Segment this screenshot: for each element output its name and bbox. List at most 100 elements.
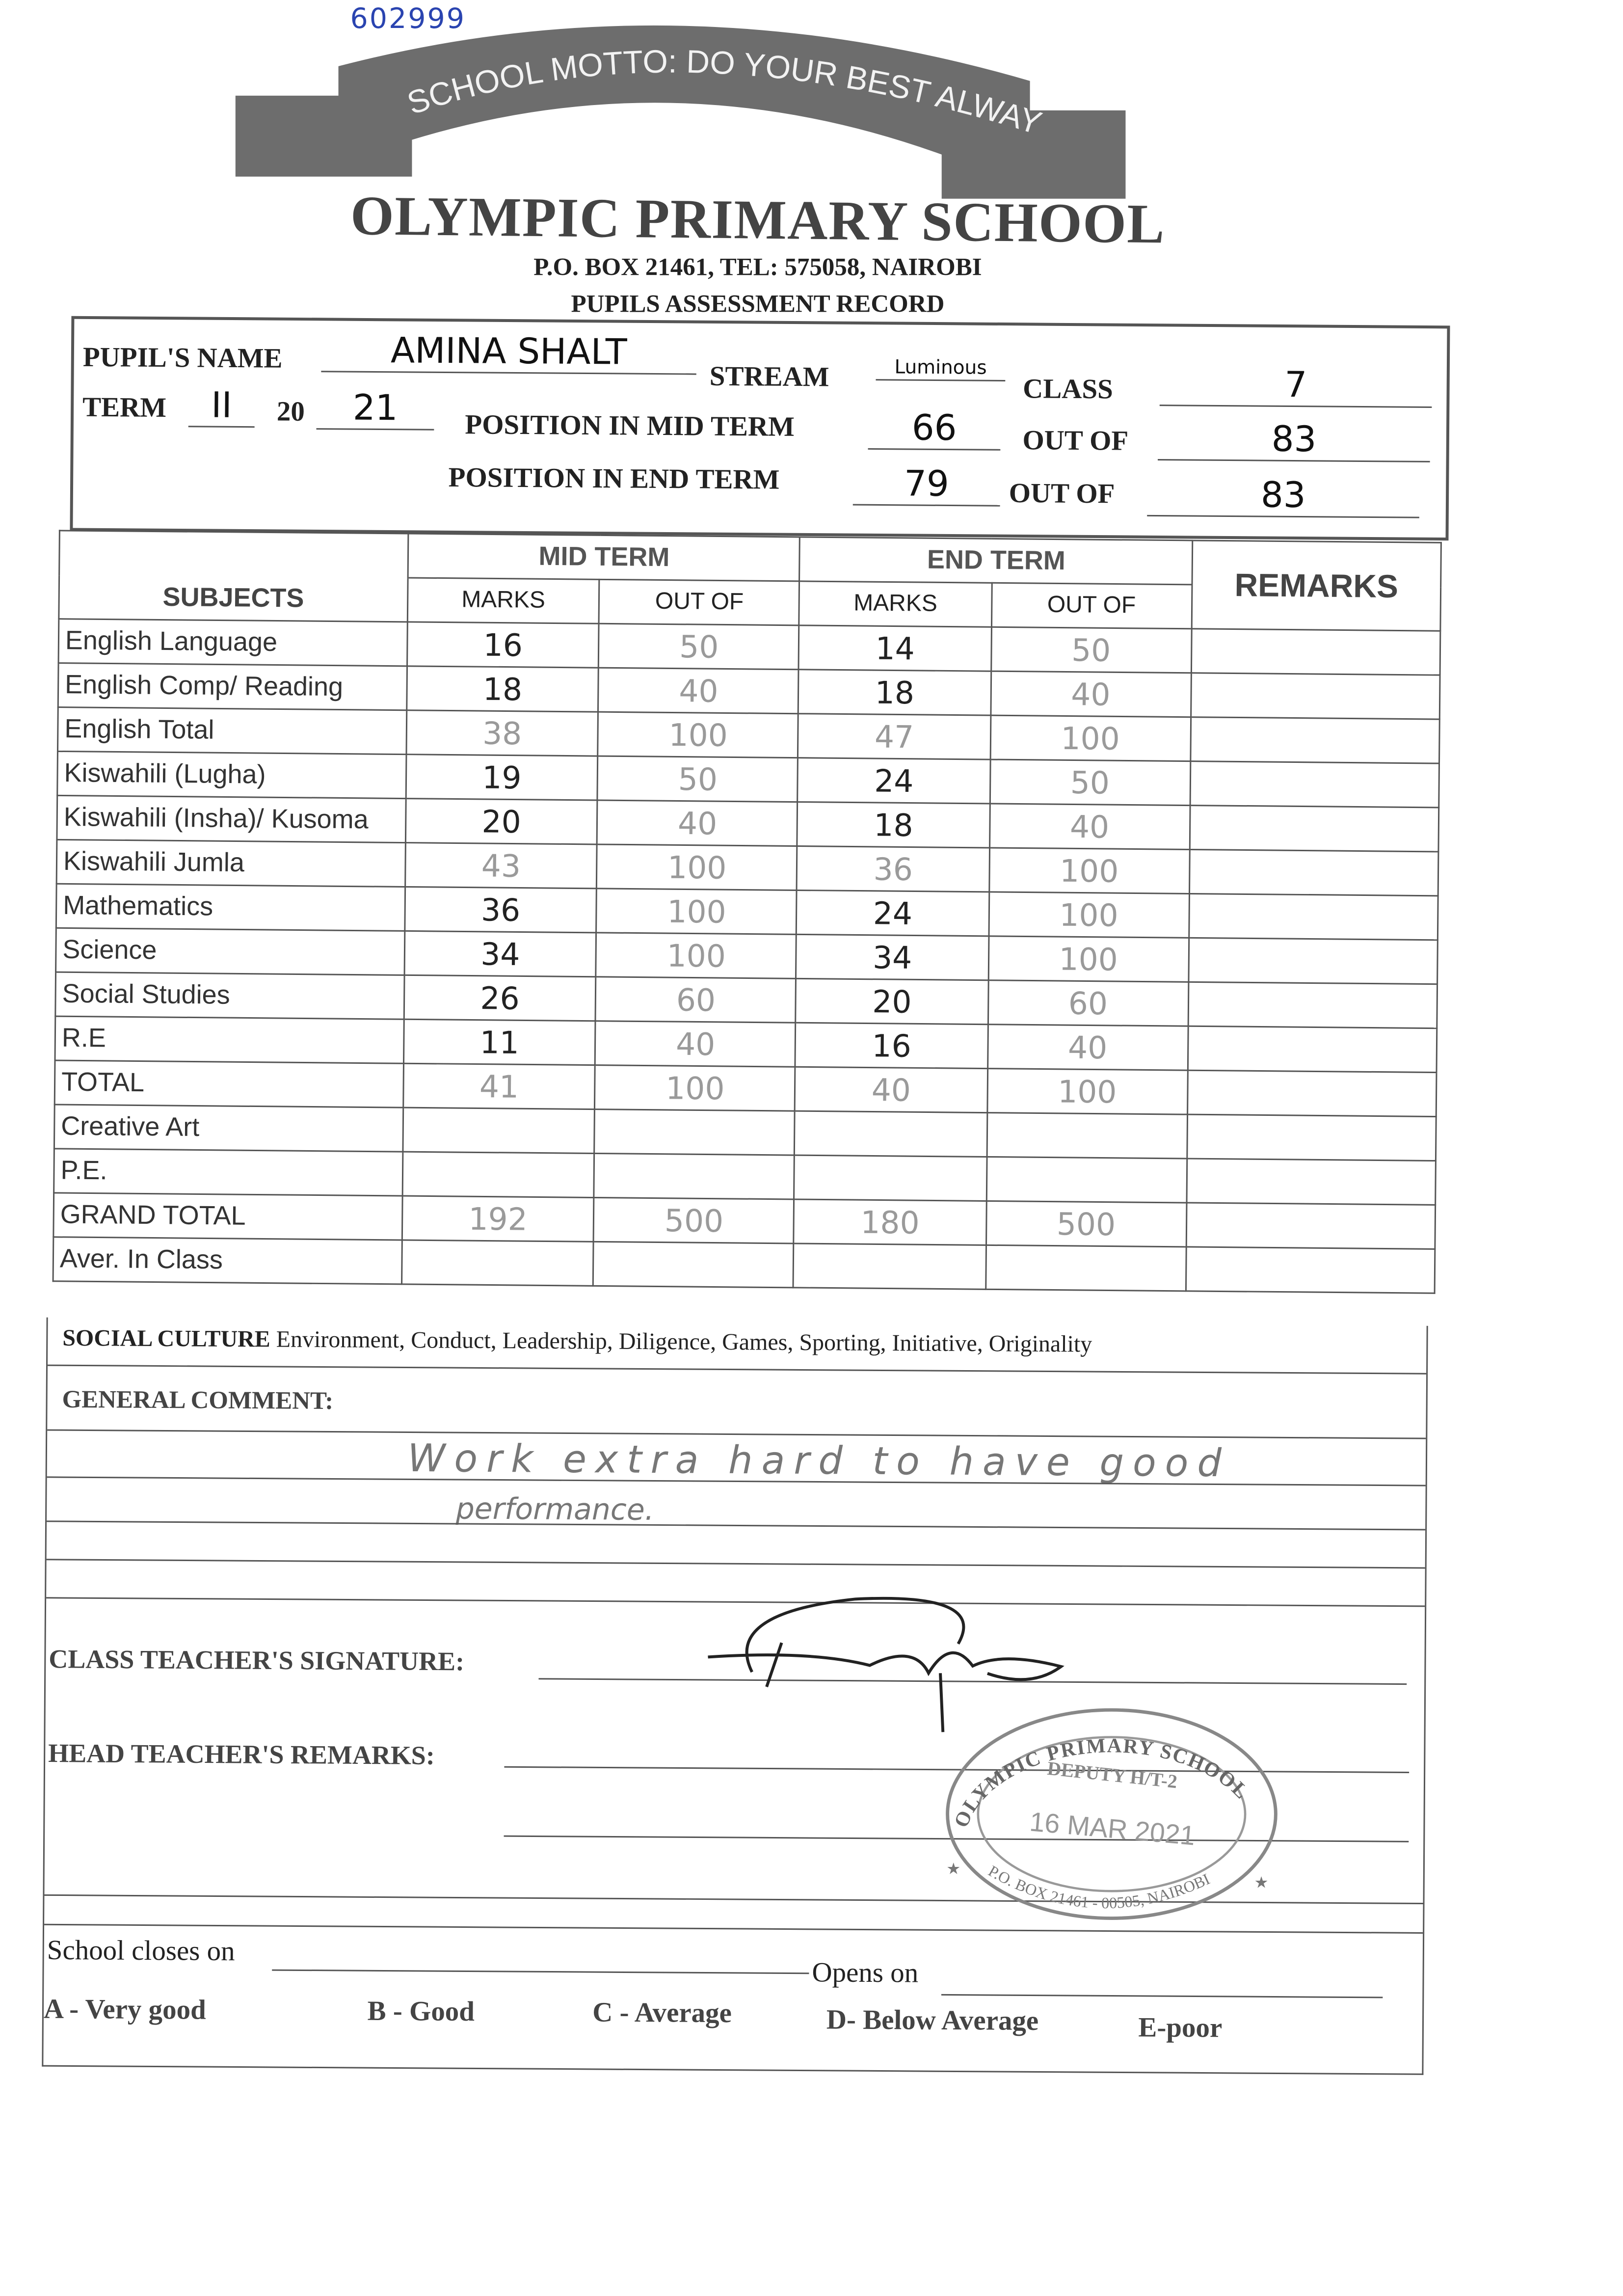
remarks-cell (1191, 628, 1440, 675)
year-suffix: 21 (316, 387, 434, 431)
class-label: CLASS (1022, 374, 1114, 406)
class-value: 7 (1159, 363, 1432, 408)
subject-cell: English Language (58, 619, 408, 666)
remarks-header: REMARKS (1192, 540, 1441, 631)
mid-outof-header: OUT OF (599, 579, 800, 625)
mid-outof-cell: 60 (595, 976, 797, 1023)
subject-cell: Science (55, 928, 405, 975)
end-marks-cell: 47 (798, 713, 990, 760)
end-marks-cell: 40 (795, 1067, 987, 1113)
end-marks-cell: 180 (794, 1199, 986, 1245)
mid-marks-cell: 36 (404, 887, 597, 933)
end-position-label: POSITION IN END TERM (448, 462, 780, 496)
end-marks-cell: 36 (797, 846, 989, 892)
subject-cell: TOTAL (54, 1060, 404, 1108)
head-teacher-remarks-label: HEAD TEACHER'S REMARKS: (48, 1738, 435, 1770)
social-culture-label: SOCIAL CULTURE (62, 1326, 270, 1353)
mid-out-of-value: 83 (1157, 418, 1431, 462)
mid-outof-cell: 40 (595, 1021, 797, 1067)
grade-a: A - Very good (43, 1994, 206, 2026)
pupil-name-value: AMINA SHALT (321, 329, 697, 375)
end-outof-cell: 100 (988, 847, 1190, 894)
mid-outof-cell: 50 (597, 756, 798, 802)
mid-marks-cell (402, 1152, 594, 1198)
end-term-header: END TERM (800, 537, 1193, 585)
end-marks-cell: 24 (798, 757, 990, 804)
mid-outof-cell: 100 (595, 932, 797, 979)
remarks-cell (1190, 717, 1440, 764)
mid-marks-header: MARKS (407, 577, 599, 624)
opens-on-label: Opens on (812, 1958, 919, 1990)
school-name: OLYMPIC PRIMARY SCHOOL (350, 186, 1166, 256)
mid-marks-cell: 43 (405, 842, 597, 889)
mid-marks-cell: 19 (406, 754, 598, 801)
mid-term-header: MID TERM (408, 533, 800, 581)
school-address: P.O. BOX 21461, TEL: 575058, NAIROBI (533, 253, 982, 281)
remarks-cell (1187, 1114, 1437, 1161)
end-marks-cell: 24 (797, 890, 989, 936)
subject-cell: Creative Art (54, 1104, 403, 1152)
end-outof-cell: 50 (989, 759, 1191, 806)
pupil-info-box: PUPIL'S NAME AMINA SHALT STREAM Luminous… (70, 316, 1450, 541)
end-marks-cell: 18 (798, 669, 991, 716)
end-position-value: 79 (852, 462, 1001, 507)
social-culture-row: SOCIAL CULTURE Environment, Conduct, Lea… (62, 1326, 1092, 1359)
mid-marks-cell: 20 (405, 798, 598, 844)
end-marks-header: MARKS (799, 581, 991, 627)
subject-cell: English Comp/ Reading (58, 663, 407, 710)
record-title: PUPILS ASSESSMENT RECORD (571, 290, 945, 318)
mid-outof-cell: 50 (598, 623, 800, 670)
end-marks-cell (795, 1155, 986, 1201)
remarks-cell (1191, 673, 1440, 720)
remarks-cell (1189, 849, 1438, 896)
mid-outof-cell: 500 (593, 1197, 795, 1243)
grade-d: D- Below Average (826, 2005, 1039, 2038)
class-teacher-signature-label: CLASS TEACHER'S SIGNATURE: (49, 1644, 465, 1676)
end-outof-cell: 100 (989, 715, 1191, 761)
end-outof-cell: 500 (985, 1201, 1187, 1247)
subject-cell: Aver. In Class (53, 1237, 402, 1284)
grade-e: E-poor (1138, 2013, 1223, 2045)
remarks-cell (1188, 938, 1438, 984)
mid-marks-cell: 41 (403, 1063, 595, 1109)
mid-marks-cell: 38 (406, 710, 598, 756)
stamp-date: 16 MAR 2021 (1028, 1806, 1196, 1851)
remarks-cell (1190, 761, 1439, 808)
remarks-cell (1189, 893, 1438, 940)
comments-section: SOCIAL CULTURE Environment, Conduct, Lea… (42, 1317, 1428, 2075)
grade-b: B - Good (367, 1996, 475, 2028)
end-outof-cell: 50 (990, 627, 1192, 673)
mid-marks-cell: 192 (402, 1196, 594, 1242)
subject-cell: GRAND TOTAL (53, 1192, 403, 1240)
end-outof-cell (985, 1157, 1187, 1203)
subject-cell: Kiswahili (Lugha) (57, 751, 406, 799)
end-outof-cell: 100 (986, 1068, 1188, 1115)
class-teacher-signature (708, 1596, 1064, 1732)
subject-cell: Kiswahili Jumla (56, 839, 406, 887)
end-outof-header: OUT OF (991, 583, 1192, 629)
subject-cell: Social Studies (55, 972, 405, 1020)
end-outof-cell: 40 (987, 1024, 1189, 1071)
mid-outof-cell: 100 (594, 1065, 796, 1111)
mid-marks-cell: 34 (404, 931, 596, 977)
remarks-cell (1188, 982, 1437, 1028)
end-outof-cell (986, 1112, 1188, 1159)
stream-value: Luminous (876, 357, 1006, 381)
school-stamp: OLYMPIC PRIMARY SCHOOL P.O. BOX 21461 - … (946, 1708, 1277, 1920)
general-comment-label: GENERAL COMMENT: (62, 1385, 334, 1415)
end-outof-cell: 60 (987, 980, 1189, 1026)
mid-outof-cell (593, 1153, 795, 1200)
reference-number: 602999 (350, 2, 466, 35)
motto-banner: SCHOOL MOTTO: DO YOUR BEST ALWAYS (235, 15, 1126, 199)
term-label: TERM (82, 392, 167, 424)
end-out-of-value: 83 (1147, 473, 1420, 518)
end-marks-cell (794, 1243, 986, 1290)
end-out-of-label: OUT OF (1009, 478, 1115, 511)
subject-cell: English Total (57, 707, 407, 755)
stream-label: STREAM (709, 361, 829, 394)
end-marks-cell (795, 1111, 987, 1157)
end-outof-cell: 100 (987, 936, 1189, 982)
remarks-cell (1186, 1202, 1436, 1249)
mid-position-value: 66 (868, 406, 1001, 451)
